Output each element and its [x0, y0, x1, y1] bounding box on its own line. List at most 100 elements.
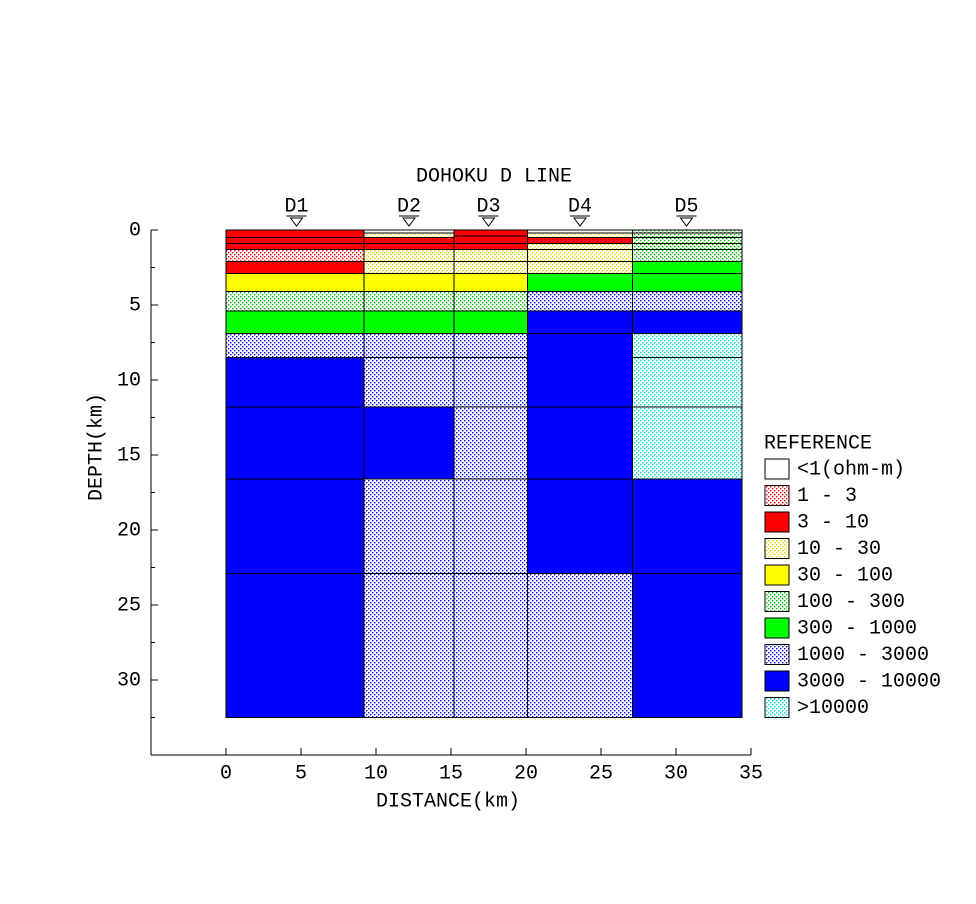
- layer: [632, 261, 743, 274]
- layer: [632, 291, 743, 312]
- layer: [453, 573, 528, 718]
- x-tick-label: 30: [664, 762, 688, 785]
- layer: [363, 478, 455, 574]
- station-marker: [573, 217, 587, 227]
- layer: [225, 357, 365, 408]
- station-label: D3: [476, 195, 500, 218]
- y-tick-label: 20: [117, 519, 141, 542]
- legend-label: <1(ohm-m): [797, 458, 905, 481]
- legend-swatch: [764, 591, 790, 612]
- layer: [527, 249, 633, 262]
- layer: [363, 237, 455, 244]
- x-tick-label: 0: [220, 762, 232, 785]
- layer: [225, 478, 365, 574]
- layer: [225, 237, 365, 244]
- legend-label: 300 - 1000: [797, 617, 917, 640]
- y-tick-label: 0: [129, 219, 141, 242]
- layer: [632, 310, 743, 334]
- layer: [363, 357, 455, 408]
- x-tick-label: 5: [295, 762, 307, 785]
- layer: [527, 261, 633, 274]
- layer: [225, 229, 365, 238]
- station-marker: [402, 217, 416, 227]
- y-tick-label: 15: [117, 444, 141, 467]
- layer: [453, 357, 528, 408]
- station-label: D1: [284, 195, 308, 218]
- layer: [453, 406, 528, 480]
- layer: [225, 333, 365, 358]
- layer: [225, 261, 365, 274]
- legend-swatch: [764, 458, 790, 480]
- layer: [225, 573, 365, 718]
- legend-label: 1000 - 3000: [797, 644, 929, 667]
- legend-swatch: [764, 564, 790, 586]
- y-tick-label: 30: [117, 669, 141, 692]
- legend-label: 100 - 300: [797, 591, 905, 614]
- legend-label: 30 - 100: [797, 564, 893, 587]
- y-tick-label: 5: [129, 294, 141, 317]
- layer: [632, 249, 743, 262]
- layer: [225, 243, 365, 250]
- x-tick-label: 10: [364, 762, 388, 785]
- station-marker: [481, 217, 496, 227]
- layer: [527, 232, 633, 238]
- layer: [225, 291, 365, 312]
- layer: [363, 573, 455, 718]
- layer: [453, 478, 528, 574]
- layer: [527, 333, 633, 408]
- layer: [363, 249, 455, 262]
- layer: [632, 273, 743, 292]
- legend-label: 3000 - 10000: [797, 670, 941, 693]
- x-tick-label: 25: [589, 762, 613, 785]
- station-marker: [289, 217, 304, 227]
- layer: [632, 333, 743, 358]
- layer: [527, 291, 633, 312]
- station-marker: [679, 217, 694, 227]
- legend-label: 3 - 10: [797, 511, 869, 534]
- layer: [453, 243, 528, 250]
- legend-label: 1 - 3: [797, 485, 857, 508]
- legend-title: REFERENCE: [764, 432, 872, 455]
- layer: [632, 243, 743, 250]
- layer: [632, 478, 743, 574]
- layer: [453, 273, 528, 292]
- y-axis-label: DEPTH(km): [85, 393, 108, 501]
- layer: [632, 237, 743, 244]
- legend-swatch: [764, 511, 790, 533]
- y-tick-label: 25: [117, 594, 141, 617]
- layer: [527, 478, 633, 574]
- legend-swatch: [764, 485, 790, 506]
- layer: [225, 273, 365, 292]
- layer: [453, 249, 528, 262]
- layer: [632, 357, 743, 408]
- layer: [527, 237, 633, 244]
- legend-swatch: [764, 670, 790, 692]
- layer: [363, 261, 455, 274]
- legend-swatch: [764, 538, 790, 559]
- y-tick-label: 10: [117, 369, 141, 392]
- x-tick-label: 35: [739, 762, 763, 785]
- layer: [527, 573, 633, 718]
- station-label: D4: [568, 195, 592, 218]
- legend-swatch: [764, 697, 790, 718]
- layer: [632, 573, 743, 718]
- layer: [363, 333, 455, 358]
- layer: [527, 406, 633, 480]
- x-axis-label: DISTANCE(km): [376, 790, 520, 813]
- legend-swatch: [764, 644, 790, 665]
- layer: [363, 273, 455, 292]
- layer: [363, 243, 455, 250]
- legend-swatch: [764, 617, 790, 639]
- layer: [453, 261, 528, 274]
- station-label: D2: [397, 195, 421, 218]
- layer: [453, 229, 528, 237]
- layer: [363, 232, 455, 238]
- layer: [363, 291, 455, 312]
- chart-title: DOHOKU D LINE: [416, 165, 572, 188]
- layer: [527, 243, 633, 250]
- layer: [527, 310, 633, 334]
- legend-label: 10 - 30: [797, 538, 881, 561]
- layer: [453, 235, 528, 244]
- layer: [527, 273, 633, 292]
- layer: [225, 310, 365, 334]
